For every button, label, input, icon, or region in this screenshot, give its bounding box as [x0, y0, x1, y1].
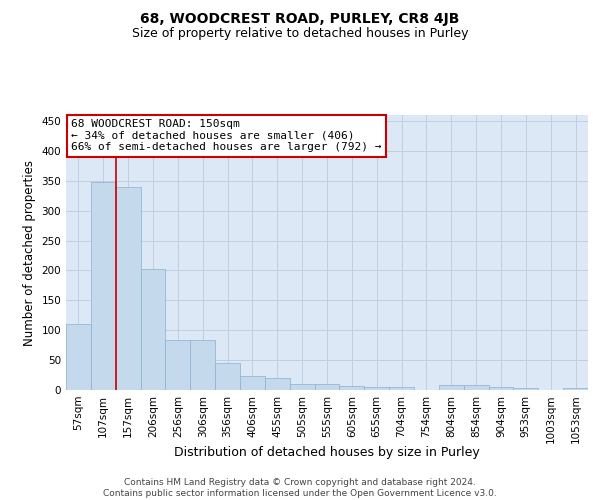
Text: Distribution of detached houses by size in Purley: Distribution of detached houses by size …	[174, 446, 480, 459]
Text: 68, WOODCREST ROAD, PURLEY, CR8 4JB: 68, WOODCREST ROAD, PURLEY, CR8 4JB	[140, 12, 460, 26]
Bar	[290, 384, 314, 390]
Text: Contains HM Land Registry data © Crown copyright and database right 2024.
Contai: Contains HM Land Registry data © Crown c…	[103, 478, 497, 498]
Y-axis label: Number of detached properties: Number of detached properties	[23, 160, 36, 346]
Bar	[563, 388, 588, 390]
Text: Size of property relative to detached houses in Purley: Size of property relative to detached ho…	[132, 28, 468, 40]
Bar	[314, 384, 340, 390]
Bar	[190, 340, 215, 390]
Bar	[140, 269, 166, 390]
Bar	[240, 376, 265, 390]
Bar	[215, 362, 240, 390]
Bar	[364, 387, 389, 390]
Bar	[91, 182, 116, 390]
Text: 68 WOODCREST ROAD: 150sqm
← 34% of detached houses are smaller (406)
66% of semi: 68 WOODCREST ROAD: 150sqm ← 34% of detac…	[71, 119, 382, 152]
Bar	[340, 386, 364, 390]
Bar	[488, 387, 514, 390]
Bar	[265, 378, 290, 390]
Bar	[66, 324, 91, 390]
Bar	[116, 186, 140, 390]
Bar	[166, 340, 190, 390]
Bar	[464, 385, 488, 390]
Bar	[389, 387, 414, 390]
Bar	[514, 388, 538, 390]
Bar	[439, 385, 464, 390]
